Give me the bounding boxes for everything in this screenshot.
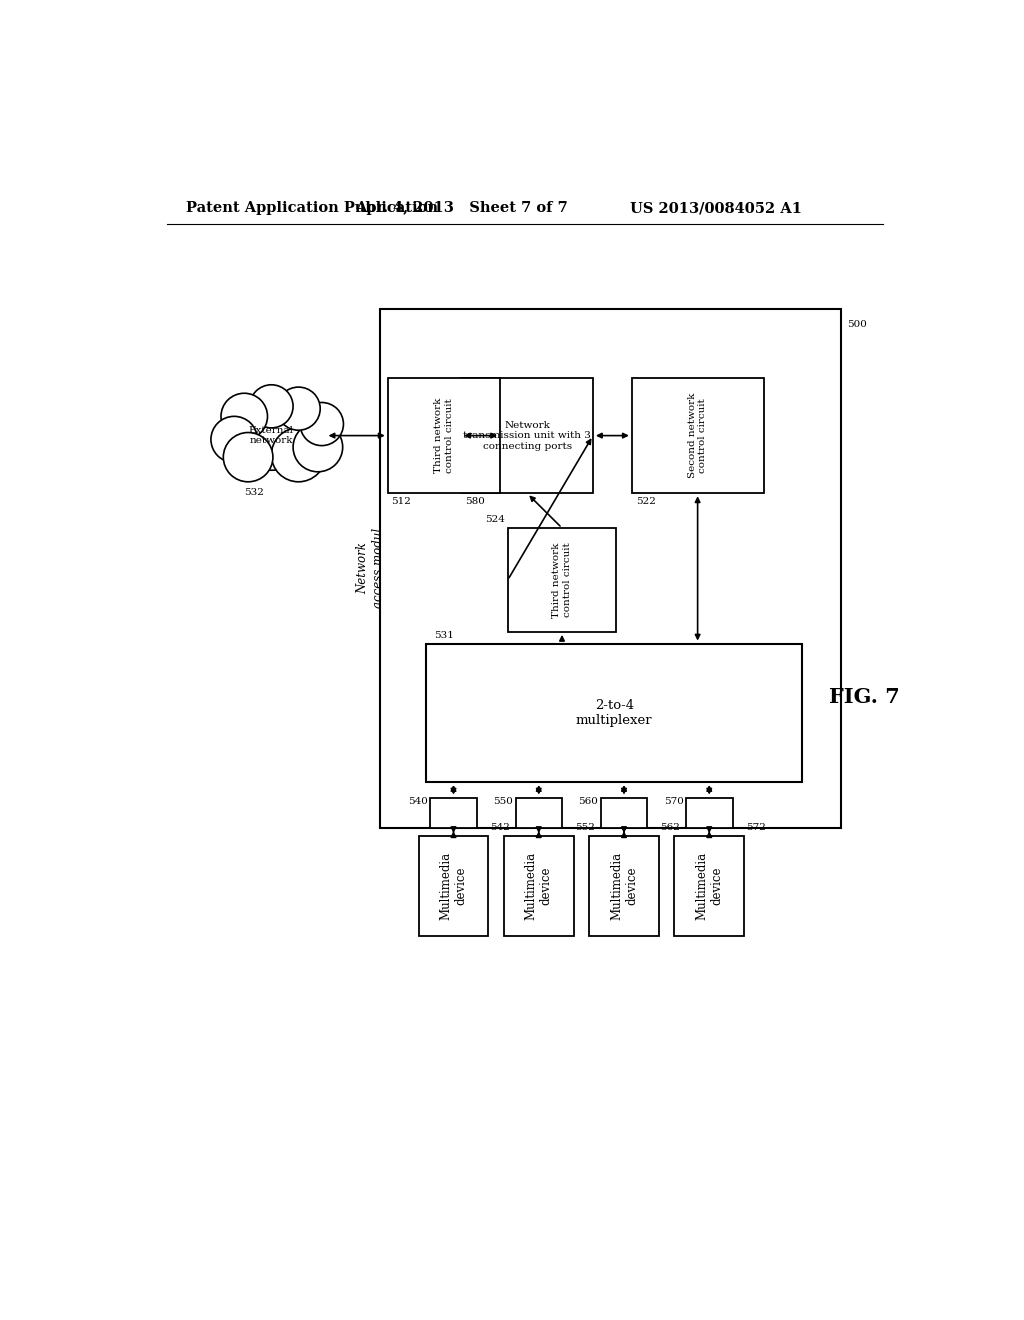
Text: Multimedia
device: Multimedia device: [695, 851, 723, 920]
Text: Third network
control circuit: Third network control circuit: [552, 543, 571, 618]
Bar: [686, 797, 732, 829]
Text: 560: 560: [579, 797, 598, 805]
Circle shape: [293, 422, 343, 471]
Text: 562: 562: [660, 824, 680, 832]
Text: 2-to-4
multiplexer: 2-to-4 multiplexer: [575, 698, 652, 727]
Text: 540: 540: [408, 797, 428, 805]
Bar: [430, 797, 477, 829]
Text: 542: 542: [489, 824, 510, 832]
Bar: [601, 797, 647, 829]
Circle shape: [300, 403, 343, 446]
Bar: [504, 836, 573, 936]
Text: Second network
control circuit: Second network control circuit: [688, 393, 708, 478]
Text: Multimedia
device: Multimedia device: [439, 851, 468, 920]
Text: Patent Application Publication: Patent Application Publication: [186, 202, 438, 215]
Text: Apr. 4, 2013   Sheet 7 of 7: Apr. 4, 2013 Sheet 7 of 7: [355, 202, 567, 215]
Text: 552: 552: [575, 824, 595, 832]
Bar: [515, 797, 562, 829]
Circle shape: [237, 401, 306, 470]
Bar: [426, 644, 802, 781]
Bar: [632, 378, 764, 494]
Circle shape: [250, 385, 293, 428]
Text: 572: 572: [745, 824, 766, 832]
Text: 512: 512: [391, 498, 412, 506]
Text: Multimedia
device: Multimedia device: [524, 851, 553, 920]
Text: 524: 524: [485, 515, 506, 524]
Bar: [675, 836, 744, 936]
Text: 531: 531: [434, 631, 454, 640]
Bar: [419, 836, 488, 936]
Bar: [388, 378, 500, 494]
Bar: [380, 309, 841, 829]
Text: External
network: External network: [249, 426, 294, 445]
Text: Network
access modul: Network access modul: [356, 528, 385, 609]
Text: Third network
control circuit: Third network control circuit: [434, 397, 454, 474]
Bar: [461, 378, 593, 494]
Text: Network
transmission unit with 3
connecting ports: Network transmission unit with 3 connect…: [463, 421, 591, 450]
Circle shape: [221, 393, 267, 440]
Circle shape: [211, 416, 257, 462]
Bar: [589, 836, 658, 936]
Text: 500: 500: [847, 321, 867, 329]
Text: 522: 522: [636, 498, 655, 506]
Text: 570: 570: [664, 797, 684, 805]
Circle shape: [276, 387, 321, 430]
Text: 550: 550: [494, 797, 513, 805]
Text: Multimedia
device: Multimedia device: [610, 851, 638, 920]
Circle shape: [223, 433, 273, 482]
Text: US 2013/0084052 A1: US 2013/0084052 A1: [630, 202, 802, 215]
Text: 532: 532: [245, 488, 264, 498]
Bar: [508, 528, 616, 632]
Text: FIG. 7: FIG. 7: [828, 688, 900, 708]
Circle shape: [271, 428, 326, 482]
Text: 580: 580: [465, 498, 485, 506]
